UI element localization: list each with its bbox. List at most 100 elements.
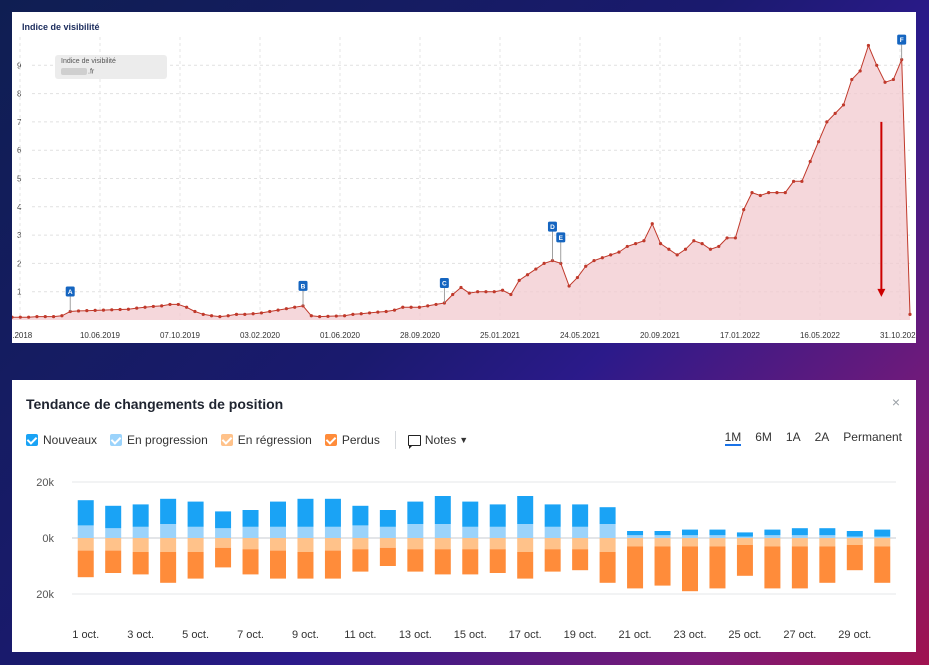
data-point [459, 285, 463, 290]
checkbox-icon[interactable] [324, 434, 337, 446]
data-point [775, 191, 779, 195]
data-point [650, 222, 654, 226]
bar-nouveaux [654, 531, 671, 536]
bar-perdus [544, 549, 561, 572]
y-tick-label: 8 [17, 90, 22, 99]
legend-item-en-regression[interactable]: En régression [220, 433, 312, 447]
bar-nouveaux [242, 510, 259, 527]
bar-nouveaux [489, 504, 506, 527]
x-tick-label: 10.06.2019 [80, 331, 121, 340]
bar-en-progression [434, 524, 451, 538]
legend-item-nouveaux[interactable]: Nouveaux [26, 433, 97, 447]
bar-perdus [105, 550, 122, 573]
data-point [451, 292, 455, 297]
bar-perdus [709, 546, 726, 589]
annotation-label: D [550, 224, 555, 231]
bar-nouveaux [407, 501, 424, 524]
x-tick-label: 16.05.2022 [800, 331, 841, 340]
bar-nouveaux [572, 504, 589, 527]
bar-perdus [819, 546, 836, 583]
bar-en-regression [517, 538, 534, 552]
data-point [426, 304, 430, 308]
data-point [717, 244, 721, 249]
bar-en-progression [297, 526, 314, 538]
data-point [592, 258, 596, 263]
close-icon[interactable]: × [891, 394, 900, 410]
bar-nouveaux [105, 505, 122, 529]
data-point [850, 77, 854, 82]
notes-label: Notes [424, 433, 457, 447]
period-permanent[interactable]: Permanent [843, 430, 902, 444]
period-6m[interactable]: 6M [755, 430, 772, 444]
data-point [634, 241, 638, 246]
data-point [567, 284, 571, 288]
x-tick-label: 25.01.2021 [480, 331, 521, 340]
data-point [509, 292, 513, 297]
data-point [234, 312, 239, 316]
y-tick-label: 1 [17, 288, 22, 297]
period-2a[interactable]: 2A [814, 430, 830, 444]
bar-nouveaux [764, 529, 781, 536]
chevron-down-icon: ▼ [459, 435, 469, 445]
bar-nouveaux [77, 500, 94, 526]
bar-nouveaux [599, 507, 616, 524]
checkbox-icon[interactable] [26, 434, 38, 446]
legend-item-perdus[interactable]: Perdus [324, 433, 380, 447]
bar-en-progression [270, 526, 286, 538]
area-fill [12, 45, 910, 320]
x-tick-label: 07.10.2019 [160, 331, 201, 340]
bar-en-regression [407, 538, 424, 550]
bar-perdus [764, 546, 781, 589]
checkbox-icon[interactable] [110, 434, 123, 446]
bar-en-regression [572, 538, 589, 550]
tooltip-domain-suffix: .fr [88, 68, 95, 76]
data-point [126, 307, 131, 311]
data-point [85, 309, 89, 313]
bar-en-progression [544, 526, 561, 538]
bar-en-regression [324, 538, 341, 551]
bar-en-progression [462, 526, 479, 538]
data-point [326, 314, 330, 318]
data-point [658, 241, 663, 246]
bar-perdus [379, 547, 396, 566]
bar-perdus [599, 552, 616, 583]
data-point [417, 305, 422, 309]
annotation-marker [556, 232, 566, 243]
legend-item-en-progression[interactable]: En progression [110, 433, 208, 447]
period-1a[interactable]: 1A [785, 430, 801, 444]
bar-en-progression [709, 535, 726, 538]
legend-divider [394, 431, 396, 449]
data-point [226, 314, 230, 318]
data-point [185, 305, 189, 309]
data-point [800, 179, 804, 183]
bar-nouveaux [874, 529, 891, 537]
x-tick-label: 01.06.2020 [320, 331, 361, 340]
notes-dropdown[interactable]: Notes ▼ [407, 433, 469, 449]
x-tick-label: 13 oct. [399, 629, 432, 641]
y-tick-label: 9 [17, 61, 22, 70]
data-point [276, 308, 280, 312]
data-point [525, 273, 530, 277]
bar-en-progression [736, 536, 753, 538]
bar-en-progression [215, 528, 232, 538]
bar-en-progression [187, 526, 204, 538]
annotation-marker [897, 34, 907, 45]
period-1m[interactable]: 1M [724, 430, 742, 446]
data-point [692, 239, 696, 243]
bar-nouveaux [819, 528, 836, 536]
x-tick-label: 11 oct. [344, 629, 376, 641]
legend-label: En régression [237, 433, 312, 447]
bar-perdus [77, 550, 94, 578]
y-tick-label: 6 [17, 146, 22, 155]
data-point [35, 315, 39, 319]
data-point [584, 264, 588, 268]
bar-perdus [242, 549, 259, 575]
x-tick-label: 27 oct. [783, 629, 816, 641]
x-tick-label: 9 oct. [292, 629, 319, 641]
annotation-label: A [68, 289, 73, 296]
data-point [667, 247, 671, 251]
checkbox-icon[interactable] [220, 434, 233, 446]
bar-en-regression [709, 538, 726, 547]
data-point [27, 315, 31, 319]
bar-en-progression [379, 526, 396, 538]
